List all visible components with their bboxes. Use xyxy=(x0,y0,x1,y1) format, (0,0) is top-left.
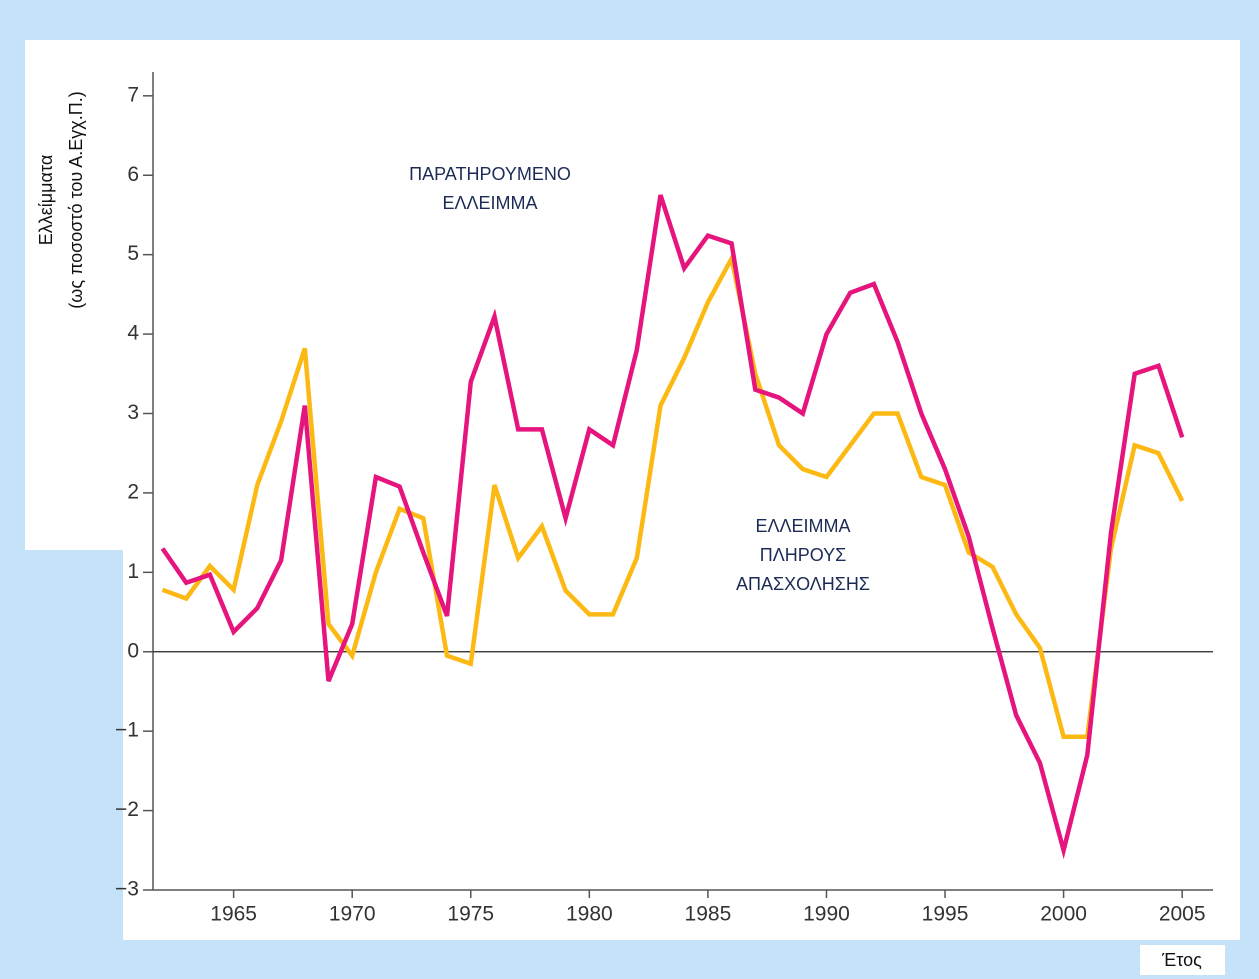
y-tick-label: 1 xyxy=(127,560,139,583)
annotation: ΕΛΛΕΙΜΜΑ xyxy=(755,516,850,536)
x-tick-label: 1995 xyxy=(922,903,969,926)
x-tick-label: 1975 xyxy=(447,903,494,926)
series-line xyxy=(160,194,1185,860)
x-tick-label: 2000 xyxy=(1040,903,1087,926)
y-tick-label: 3 xyxy=(127,401,139,424)
annotation: ΠΛΗΡΟΥΣ xyxy=(760,545,847,565)
y-tick-label: 4 xyxy=(127,322,139,345)
y-tick-label: 6 xyxy=(127,163,139,186)
x-tick-label: 1965 xyxy=(210,903,257,926)
y-tick-label: 7 xyxy=(127,83,139,106)
annotation: ΠΑΡΑΤΗΡΟΥΜΕΝΟ xyxy=(409,164,571,184)
y-tick-label: −2 xyxy=(115,798,139,821)
x-tick-label: 1980 xyxy=(566,903,613,926)
y-tick-label: −1 xyxy=(115,719,139,742)
x-tick-label: 1970 xyxy=(329,903,376,926)
y-tick-label: 5 xyxy=(127,242,139,265)
annotation: ΑΠΑΣΧΟΛΗΣΗΣ xyxy=(736,574,870,594)
y-axis-label: Ελλείμματα xyxy=(36,155,56,245)
y-axis-label: (ως ποσοστό του Α.Εγχ.Π.) xyxy=(66,91,86,308)
x-label-box xyxy=(1140,945,1225,975)
x-tick-label: 2005 xyxy=(1159,903,1206,926)
annotation: ΕΛΛΕΙΜΜΑ xyxy=(442,193,537,213)
x-axis-label: Έτος xyxy=(1161,950,1202,970)
x-tick-label: 1985 xyxy=(685,903,732,926)
series-line xyxy=(161,252,1185,739)
x-tick-label: 1990 xyxy=(803,903,850,926)
plot-background xyxy=(123,40,1240,940)
y-tick-label: 2 xyxy=(127,480,139,503)
y-tick-label: 0 xyxy=(127,639,139,662)
y-label-box xyxy=(25,40,123,550)
y-tick-label: −3 xyxy=(115,878,139,901)
